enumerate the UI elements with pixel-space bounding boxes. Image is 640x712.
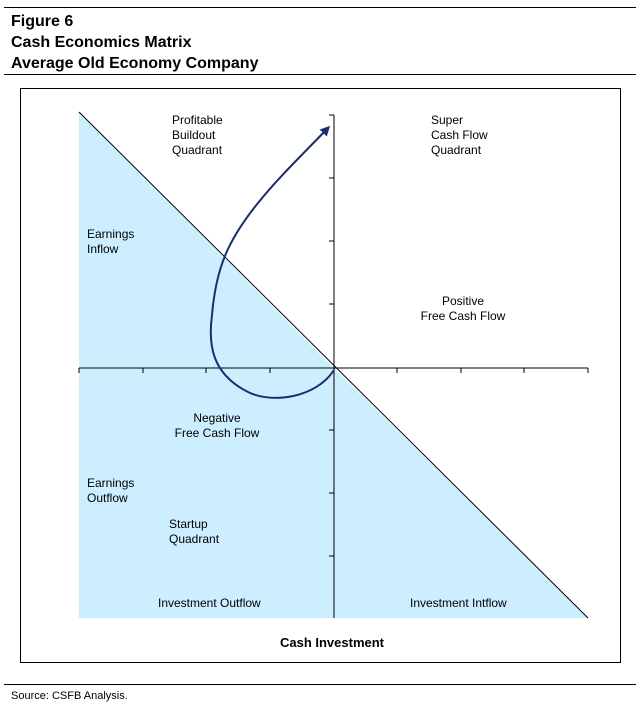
x-axis-title: Cash Investment	[279, 635, 385, 650]
title-rule	[4, 74, 636, 75]
figure-subtitle: Average Old Economy Company	[11, 55, 259, 72]
label-startup: Startup Quadrant	[169, 517, 220, 546]
label-profitable-buildout: Profitable Buildout Quadrant	[172, 113, 223, 157]
figure-label: Figure 6	[11, 13, 74, 30]
horizontal-axis-ticks	[78, 368, 589, 373]
vertical-axis-ticks	[329, 114, 334, 557]
figure-title-block: Figure 6 Cash Economics Matrix Average O…	[11, 11, 258, 74]
label-super-cash-flow: Super Cash Flow Quadrant	[431, 113, 488, 157]
top-rule	[4, 7, 636, 8]
label-negative-fcf: Negative Free Cash Flow	[174, 411, 260, 440]
figure-title: Cash Economics Matrix	[11, 34, 192, 51]
trajectory-arrow	[209, 125, 335, 399]
label-positive-fcf: Positive Free Cash Flow	[420, 294, 506, 323]
shaded-region-left	[79, 112, 334, 618]
label-investment-inflow: Investment Intflow	[410, 596, 507, 610]
label-earnings-inflow: Earnings Inflow	[87, 227, 135, 256]
label-investment-outflow: Investment Outflow	[158, 596, 261, 610]
label-earnings-outflow: Earnings Outflow	[87, 476, 135, 505]
source-note: Source: CSFB Analysis.	[11, 690, 128, 702]
diagram-frame	[20, 88, 621, 663]
bottom-rule	[4, 684, 636, 685]
